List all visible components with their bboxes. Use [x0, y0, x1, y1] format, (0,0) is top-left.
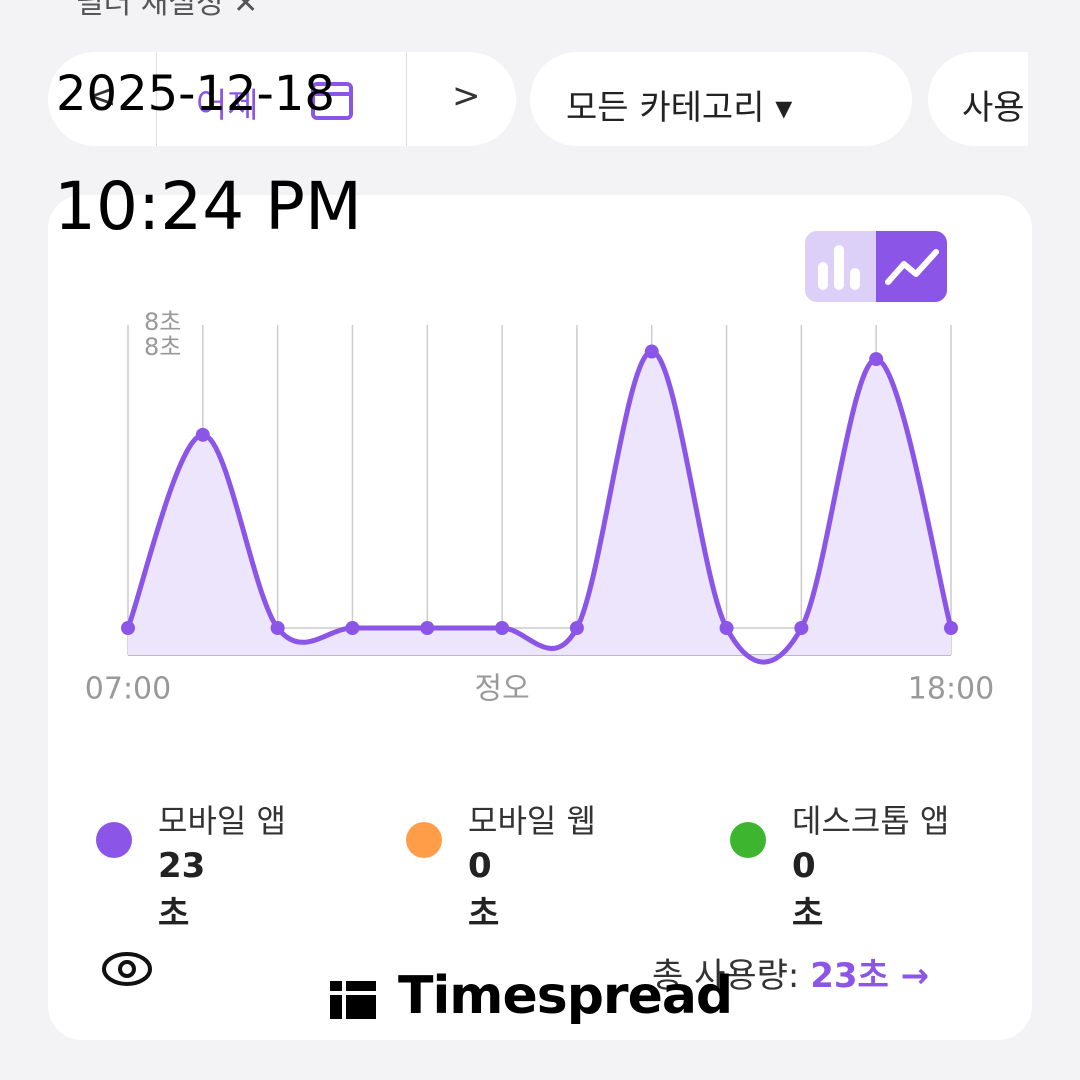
point	[644, 344, 659, 359]
legend-dot	[730, 822, 766, 858]
x-tick-label: 07:00	[85, 672, 171, 707]
prev-button[interactable]: <	[88, 76, 117, 116]
next-button[interactable]: >	[452, 76, 481, 116]
divider	[406, 52, 407, 146]
line	[125, 349, 954, 665]
category-label: 모든 카테고리 ▾	[566, 88, 793, 128]
point	[944, 621, 958, 635]
eye-icon[interactable]	[100, 946, 154, 992]
usage-label: 사용	[962, 88, 1025, 128]
overlay-time: 10:24 PM	[54, 168, 362, 245]
total-usage[interactable]: 총 사용량: 23초 →	[652, 948, 929, 997]
point	[270, 621, 285, 635]
legend-total: 23초	[158, 846, 206, 934]
point	[195, 427, 210, 442]
line-icon	[885, 249, 939, 285]
category-filter[interactable]: 모든 카테고리 ▾	[530, 52, 912, 146]
watermark-logo	[330, 981, 376, 1019]
watermark-text: Timespread	[398, 966, 733, 1026]
legend-dot	[96, 822, 132, 858]
date-label[interactable]: 어제	[196, 86, 259, 126]
legend-dot	[406, 822, 442, 858]
calendar-icon[interactable]	[308, 76, 356, 124]
legend-name: 데스크톱 앱	[792, 802, 950, 840]
legend-total: 0초	[468, 846, 500, 934]
point	[719, 621, 734, 635]
total-value: 23초 →	[810, 956, 930, 996]
usage-filter[interactable]: 사용	[928, 52, 1028, 146]
legend-total: 0초	[792, 846, 824, 934]
point	[869, 352, 884, 367]
point	[345, 621, 360, 635]
total-label: 총 사용량:	[652, 956, 800, 996]
area	[128, 351, 951, 663]
legend-name: 모바일 앱	[158, 802, 286, 840]
date-nav: < 어제 >	[48, 52, 516, 146]
point	[121, 621, 135, 635]
legend-name: 모바일 웹	[468, 802, 596, 840]
watermark: Timespread	[330, 966, 733, 1026]
y-tick-label: 8초	[144, 308, 181, 336]
divider	[156, 52, 157, 146]
x-tick-label: 18:00	[908, 672, 994, 707]
point	[569, 621, 584, 635]
bar-icon[interactable]	[818, 245, 860, 290]
overlay-date: 2025-12-18	[56, 66, 335, 122]
y-tick-label: 8초	[144, 333, 181, 361]
point	[794, 621, 809, 635]
x-tick-label: 정오	[474, 672, 529, 707]
point	[420, 621, 435, 635]
point	[495, 621, 510, 635]
reset-filter[interactable]: 필터 재설정 ✕	[76, 0, 259, 21]
